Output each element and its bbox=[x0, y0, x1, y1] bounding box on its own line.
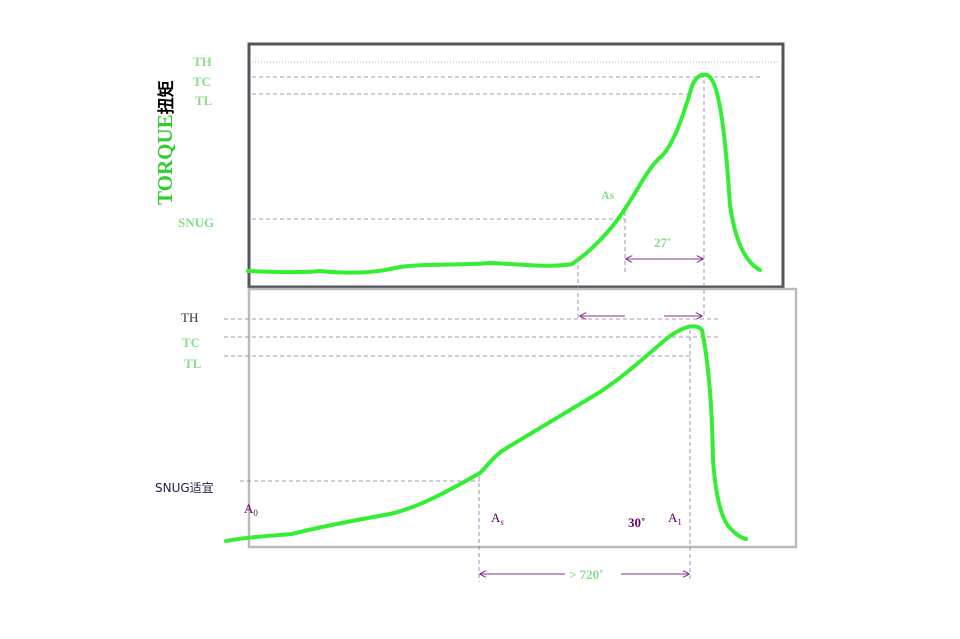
upper-snug-label: SNUG bbox=[178, 215, 214, 230]
lower-tc-label: TC bbox=[182, 335, 200, 350]
lower-tl-label: TL bbox=[184, 356, 202, 371]
lower-panel: TH TC TL SNUG适宜 A0 As A1 30˚ > 720˚ bbox=[155, 287, 798, 582]
lower-720-label: > 720˚ bbox=[569, 567, 604, 582]
lower-a1-label: A1 bbox=[668, 510, 682, 527]
torque-title-en: TORQUE bbox=[153, 114, 177, 205]
torque-title-cn: 扭矩 bbox=[156, 80, 177, 114]
upper-27-label: 27˚ bbox=[654, 235, 671, 250]
upper-y-axis-title: TORQUE扭矩 bbox=[153, 80, 177, 205]
upper-th-label: TH bbox=[193, 54, 212, 69]
upper-tc-label: TC bbox=[193, 74, 211, 89]
upper-torque-curve bbox=[246, 72, 762, 275]
upper-as-label: As bbox=[601, 188, 615, 202]
lower-th-label: TH bbox=[181, 310, 198, 325]
upper-tl-label: TL bbox=[195, 93, 213, 108]
upper-panel: TORQUE扭矩 TH TC TL SNUG As 27˚ bbox=[153, 42, 785, 318]
lower-a0-label: A0 bbox=[244, 501, 258, 518]
lower-720-label-bg bbox=[565, 565, 621, 582]
lower-as-label: As bbox=[491, 510, 504, 527]
lower-torque-curve bbox=[224, 324, 748, 543]
lower-30-label: 30˚ bbox=[628, 515, 645, 530]
lower-panel-frame bbox=[247, 287, 798, 549]
lower-snug-label: SNUG适宜 bbox=[155, 480, 214, 495]
upper-panel-frame bbox=[247, 42, 785, 289]
